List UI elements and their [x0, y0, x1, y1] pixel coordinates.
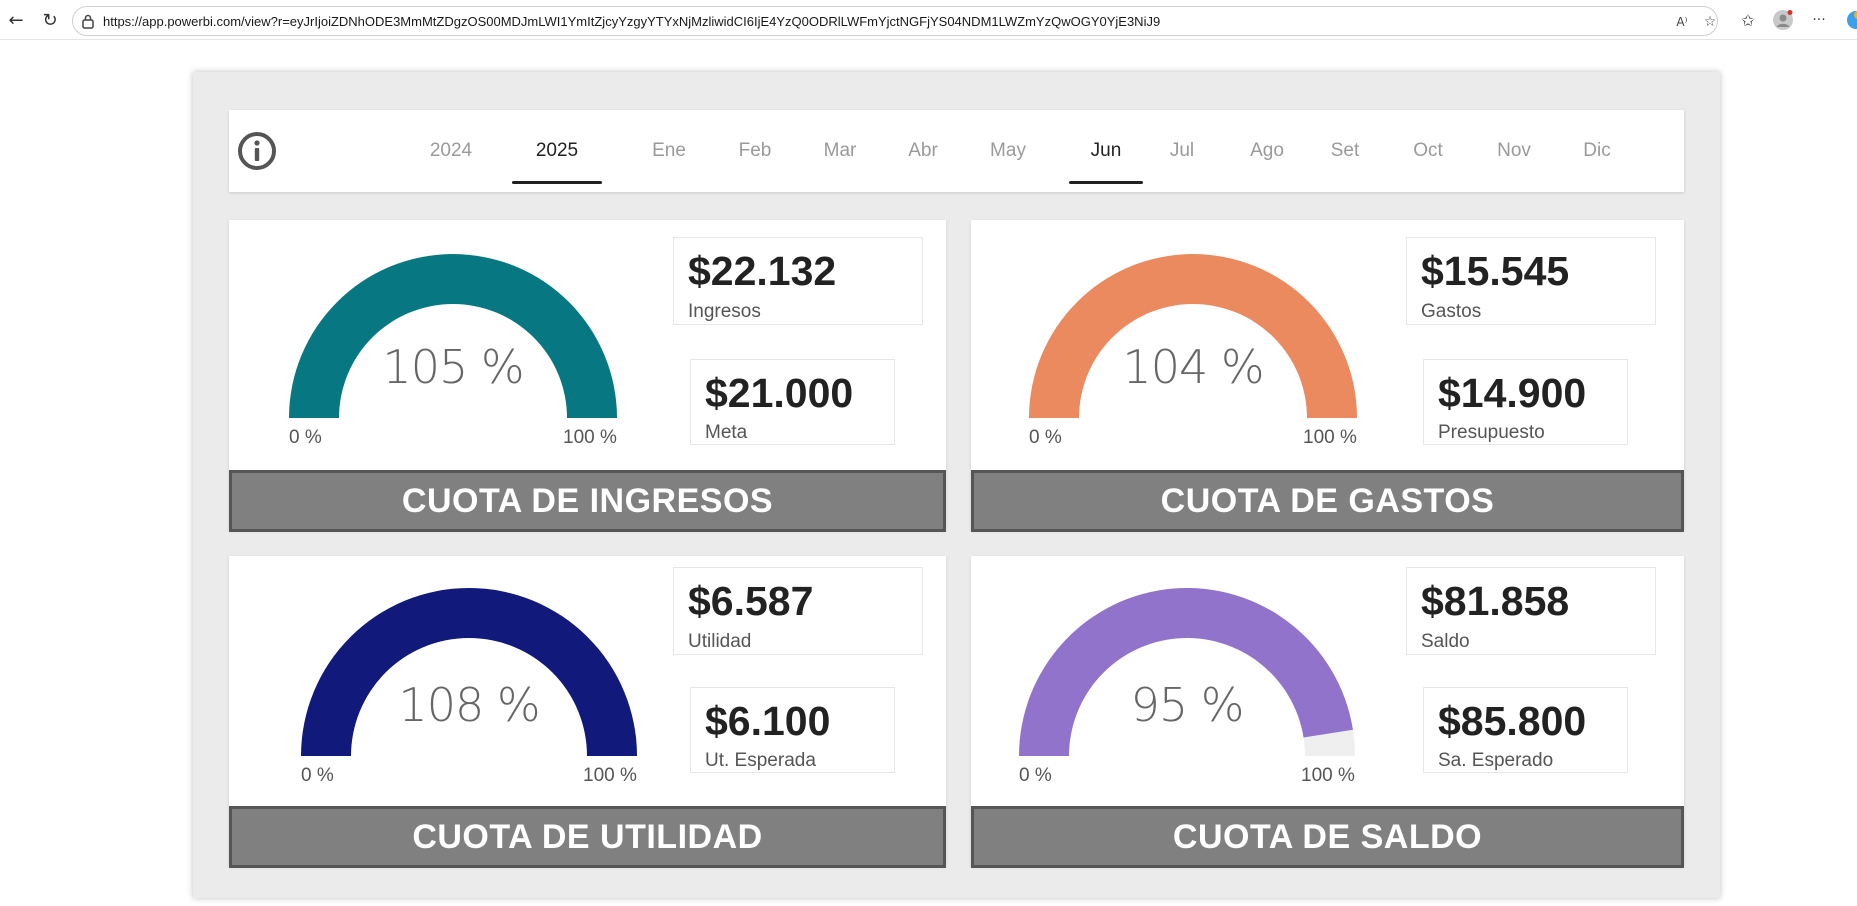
card-title-cuota-de-utilidad: CUOTA DE UTILIDAD [229, 806, 946, 868]
kpi-value: $6.587 [688, 578, 814, 624]
gauge-percent-label: 95 % [1130, 678, 1245, 732]
month-option-abr[interactable]: Abr [908, 140, 938, 161]
refresh-icon[interactable]: ↻ [42, 9, 58, 31]
kpi-target-box: $14.900 Presupuesto [1423, 359, 1628, 445]
gauge-max-label: 100 % [583, 765, 637, 786]
kpi-actual-box: $6.587 Utilidad [673, 567, 923, 655]
kpi-value: $85.800 [1438, 698, 1587, 744]
gauge-max-label: 100 % [563, 427, 617, 448]
date-slicer-bar: 2024 2025 Ene Feb Mar Abr May Jun Jul Ago Set Oct N… [229, 110, 1684, 192]
kpi-value: $14.900 [1438, 370, 1587, 416]
kpi-actual-box: $81.858 Saldo [1406, 567, 1656, 655]
card-title-cuota-de-saldo: CUOTA DE SALDO [971, 806, 1684, 868]
kpi-value: $81.858 [1421, 578, 1570, 624]
month-option-jun[interactable]: Jun [1069, 110, 1143, 192]
kpi-value: $21.000 [705, 370, 854, 416]
gauge-percent-label: 104 % [1122, 340, 1264, 394]
gauge-fill [289, 254, 617, 418]
kpi-value: $15.545 [1421, 248, 1570, 294]
month-option-ene[interactable]: Ene [652, 140, 686, 161]
kpi-value: $6.100 [705, 698, 831, 744]
lock-icon [82, 14, 94, 29]
read-aloud-icon[interactable]: A⁾ [1676, 15, 1688, 29]
kpi-label: Ut. Esperada [705, 750, 816, 771]
info-icon[interactable] [237, 131, 277, 171]
gauge-max-label: 100 % [1301, 765, 1355, 786]
kpi-label: Utilidad [688, 631, 752, 652]
month-option-ago[interactable]: Ago [1250, 140, 1284, 161]
month-option-dic[interactable]: Dic [1583, 140, 1611, 161]
browser-toolbar: ← ↻ https://app.powerbi.com/view?r=eyJrI… [0, 0, 1857, 40]
month-option-mar[interactable]: Mar [823, 140, 857, 161]
year-option-2024[interactable]: 2024 [429, 140, 473, 161]
card-title-cuota-de-gastos: CUOTA DE GASTOS [971, 470, 1684, 532]
month-option-may[interactable]: May [990, 140, 1026, 161]
kpi-label: Ingresos [688, 301, 761, 322]
copilot-icon[interactable] [1842, 9, 1857, 31]
favorites-icon[interactable]: ✩ [1741, 10, 1755, 30]
gauge-chart [1019, 587, 1355, 756]
month-option-feb[interactable]: Feb [738, 140, 772, 161]
kpi-label: Sa. Esperado [1438, 750, 1554, 771]
kpi-label: Presupuesto [1438, 422, 1545, 443]
month-option-set[interactable]: Set [1330, 140, 1360, 161]
url-text[interactable]: https://app.powerbi.com/view?r=eyJrIjoiZ… [103, 14, 1161, 29]
gauge-fill [301, 587, 637, 756]
gauge-chart [1029, 254, 1357, 418]
gauge-fill [1019, 587, 1353, 756]
kpi-target-box: $6.100 Ut. Esperada [690, 687, 895, 773]
gauge-percent-label: 105 % [382, 340, 524, 394]
month-option-nov[interactable]: Nov [1497, 140, 1531, 161]
card-title-cuota-de-ingresos: CUOTA DE INGRESOS [229, 470, 946, 532]
kpi-label: Gastos [1421, 301, 1482, 322]
gauge-max-label: 100 % [1303, 427, 1357, 448]
gauge-chart [289, 254, 617, 418]
gauge-min-label: 0 % [1019, 765, 1052, 786]
kpi-label: Saldo [1421, 631, 1470, 652]
kpi-target-box: $85.800 Sa. Esperado [1423, 687, 1628, 773]
kpi-actual-box: $22.132 Ingresos [673, 237, 923, 325]
month-option-oct[interactable]: Oct [1413, 140, 1443, 161]
gauge-fill [1029, 254, 1357, 418]
kpi-label: Meta [705, 422, 748, 443]
star-icon[interactable]: ☆ [1703, 14, 1717, 30]
back-arrow-icon[interactable]: ← [8, 9, 24, 31]
gauge-percent-label: 108 % [398, 678, 540, 732]
kpi-actual-box: $15.545 Gastos [1406, 237, 1656, 325]
gauge-min-label: 0 % [289, 427, 322, 448]
kpi-value: $22.132 [688, 248, 837, 294]
report-canvas: 2024 2025 Ene Feb Mar Abr May Jun Jul Ago Set Oct N… [193, 72, 1720, 898]
year-option-2025[interactable]: 2025 [512, 110, 602, 192]
gauge-min-label: 0 % [1029, 427, 1062, 448]
kpi-target-box: $21.000 Meta [690, 359, 895, 445]
profile-avatar-icon[interactable] [1772, 9, 1794, 31]
address-bar[interactable]: https://app.powerbi.com/view?r=eyJrIjoiZ… [72, 6, 1718, 36]
gauge-min-label: 0 % [301, 765, 334, 786]
month-option-jul[interactable]: Jul [1169, 140, 1195, 161]
gauge-chart [301, 587, 637, 756]
more-options-icon[interactable]: ··· [1812, 12, 1826, 28]
